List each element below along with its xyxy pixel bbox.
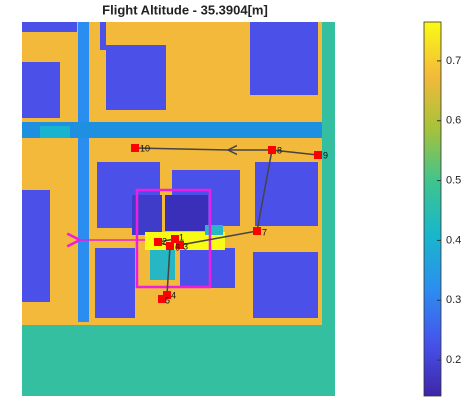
waypoint xyxy=(314,151,322,159)
waypoint-label: 3 xyxy=(183,241,188,251)
waypoint xyxy=(253,227,261,235)
waypoint-label: 5 xyxy=(165,295,170,305)
waypoint xyxy=(171,235,179,243)
colorbar-tick-label: 0.4 xyxy=(446,234,461,246)
colorbar-tick-label: 0.3 xyxy=(446,294,461,306)
colorbar xyxy=(423,21,442,397)
waypoint-label: 2 xyxy=(162,236,167,246)
map xyxy=(22,22,335,396)
waypoint-label: 7 xyxy=(262,227,267,237)
waypoint xyxy=(268,146,276,154)
waypoint-label: 10 xyxy=(140,143,150,153)
waypoint-label: 8 xyxy=(277,145,282,155)
colorbar-tick-label: 0.7 xyxy=(446,55,461,67)
colorbar-tick-label: 0.6 xyxy=(446,115,461,127)
waypoint-label: 9 xyxy=(323,150,328,160)
colorbar-tick-label: 0.2 xyxy=(446,354,461,366)
waypoint xyxy=(154,238,162,246)
waypoint-label: 6 xyxy=(175,242,180,252)
colorbar-tick-label: 0.5 xyxy=(446,174,461,186)
waypoint xyxy=(163,291,171,299)
waypoint xyxy=(158,295,166,303)
waypoint xyxy=(166,242,174,250)
waypoint-label: 4 xyxy=(171,290,176,300)
waypoint xyxy=(176,241,184,249)
waypoint-label: 1 xyxy=(179,232,184,242)
chart-title: Flight Altitude - 35.3904[m] xyxy=(102,2,268,17)
waypoint xyxy=(131,144,139,152)
